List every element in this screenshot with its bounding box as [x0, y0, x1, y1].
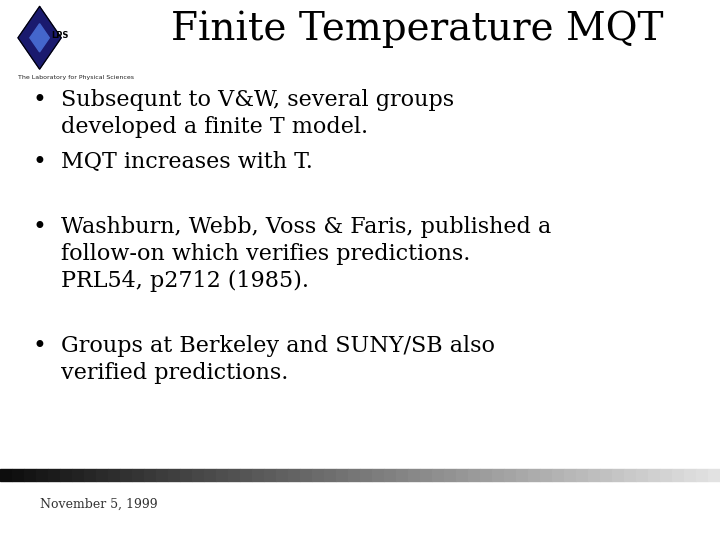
Bar [84, 469, 96, 481]
Bar [180, 469, 192, 481]
Bar [240, 469, 252, 481]
Bar [492, 469, 504, 481]
Bar [624, 469, 636, 481]
Bar [552, 469, 564, 481]
Bar [0, 469, 12, 481]
Bar [396, 469, 408, 481]
Bar [540, 469, 552, 481]
Polygon shape [18, 6, 61, 69]
Bar [360, 469, 372, 481]
Bar [144, 469, 156, 481]
Bar [576, 469, 588, 481]
Bar [108, 469, 120, 481]
Bar [516, 469, 528, 481]
Bar [324, 469, 336, 481]
Bar [24, 469, 36, 481]
Bar [132, 469, 144, 481]
Bar [432, 469, 444, 481]
Bar [420, 469, 432, 481]
Bar [372, 469, 384, 481]
Bar [684, 469, 696, 481]
Bar [168, 469, 180, 481]
Text: •: • [32, 335, 47, 358]
Bar [156, 469, 168, 481]
Bar [696, 469, 708, 481]
Bar [48, 469, 60, 481]
Bar [672, 469, 684, 481]
Text: LPS: LPS [52, 31, 69, 40]
Bar [504, 469, 516, 481]
Bar [468, 469, 480, 481]
Bar [456, 469, 468, 481]
Bar [444, 469, 456, 481]
Text: Washburn, Webb, Voss & Faris, published a
follow-on which verifies predictions.
: Washburn, Webb, Voss & Faris, published … [61, 216, 552, 292]
Bar [384, 469, 396, 481]
Bar [228, 469, 240, 481]
Bar [288, 469, 300, 481]
Bar [408, 469, 420, 481]
Bar [192, 469, 204, 481]
Bar [660, 469, 672, 481]
Bar [120, 469, 132, 481]
Bar [564, 469, 576, 481]
Text: November 5, 1999: November 5, 1999 [40, 497, 157, 510]
Bar [204, 469, 216, 481]
Bar [96, 469, 108, 481]
Bar [72, 469, 84, 481]
Bar [480, 469, 492, 481]
Bar [528, 469, 540, 481]
Bar [348, 469, 360, 481]
Bar [336, 469, 348, 481]
Text: •: • [32, 89, 47, 112]
Text: Groups at Berkeley and SUNY/SB also
verified predictions.: Groups at Berkeley and SUNY/SB also veri… [61, 335, 495, 384]
Bar [36, 469, 48, 481]
Bar [252, 469, 264, 481]
Bar [216, 469, 228, 481]
Bar [60, 469, 72, 481]
Bar [612, 469, 624, 481]
Text: The Laboratory for Physical Sciences: The Laboratory for Physical Sciences [18, 75, 134, 79]
Text: •: • [32, 151, 47, 174]
Text: Subsequnt to V&W, several groups
developed a finite T model.: Subsequnt to V&W, several groups develop… [61, 89, 454, 138]
Text: MQT increases with T.: MQT increases with T. [61, 151, 313, 173]
Bar [600, 469, 612, 481]
Text: Finite Temperature MQT: Finite Temperature MQT [171, 11, 664, 49]
Bar [636, 469, 648, 481]
Bar [264, 469, 276, 481]
Bar [276, 469, 288, 481]
Text: •: • [32, 216, 47, 239]
Bar [312, 469, 324, 481]
Bar [588, 469, 600, 481]
Bar [648, 469, 660, 481]
Bar [300, 469, 312, 481]
Bar [708, 469, 720, 481]
Bar [12, 469, 24, 481]
Polygon shape [30, 24, 50, 52]
